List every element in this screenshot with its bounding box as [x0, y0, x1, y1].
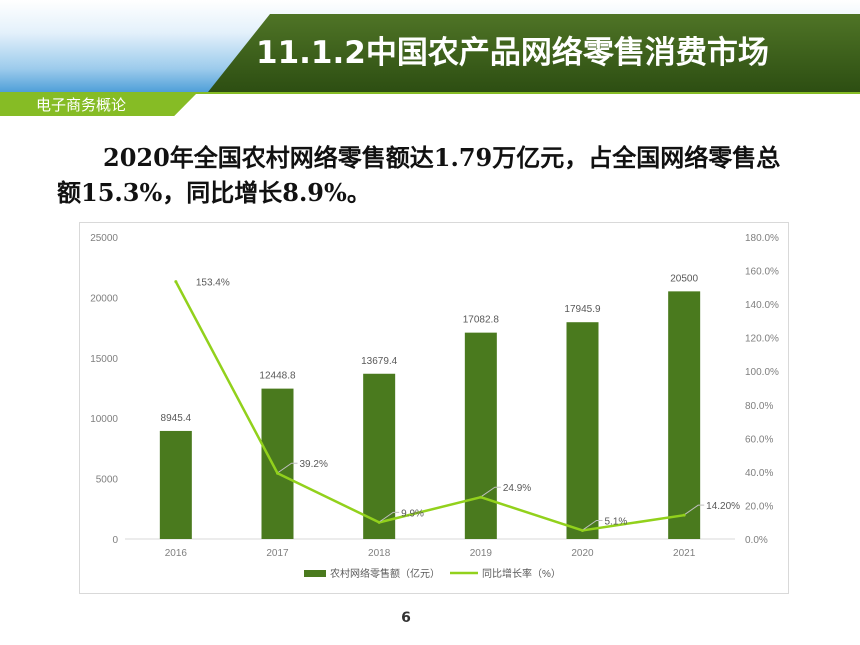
line-data-label: 5.1% [605, 516, 628, 527]
data-label-leader [481, 486, 501, 497]
growth-rate-point [682, 513, 686, 517]
bar [464, 332, 497, 539]
y-right-tick-label: 100.0% [745, 367, 779, 378]
growth-rate-point [581, 528, 584, 532]
bar-data-label: 20500 [670, 273, 698, 284]
y-right-tick-label: 40.0% [745, 468, 773, 479]
y-right-tick-label: 160.0% [745, 267, 779, 278]
data-label-leader [583, 519, 603, 530]
combo-chart: 0 5000 10000 15000 20000 25000 0.0% 20.0% 40.0% 6… [90, 233, 779, 580]
slide-title: 11.1.2中国农产品网络零售消费市场 [256, 35, 769, 71]
y-left-tick-label: 15000 [90, 354, 118, 365]
line-data-label: 153.4% [196, 278, 230, 289]
line-data-label: 9.9% [401, 508, 424, 519]
x-tick-label: 2020 [571, 548, 594, 559]
bar-data-label: 17945.9 [564, 304, 601, 315]
x-tick-label: 2017 [266, 548, 289, 559]
x-tick-label: 2016 [165, 548, 188, 559]
subtitle-bar [0, 92, 198, 116]
y-right-tick-label: 20.0% [745, 501, 773, 512]
x-tick-label: 2019 [470, 548, 493, 559]
x-tick-label: 2021 [673, 548, 696, 559]
bar [261, 388, 294, 539]
chart-frame: 0 5000 10000 15000 20000 25000 0.0% 20.0% 40.0% 6… [79, 222, 789, 594]
y-right-tick-label: 140.0% [745, 300, 779, 311]
growth-rate-point [377, 520, 381, 524]
growth-rate-point [276, 471, 279, 475]
title-band [208, 14, 860, 92]
line-data-label: 39.2% [300, 459, 328, 470]
y-left-tick-label: 20000 [90, 293, 118, 304]
bar-data-label: 13679.4 [361, 356, 398, 367]
growth-rate-line [174, 281, 685, 532]
bar-data-label: 8945.4 [161, 413, 192, 424]
y-left-tick-label: 5000 [96, 475, 119, 486]
legend-bar-swatch [304, 570, 326, 577]
y-left-tick-label: 0 [112, 535, 118, 546]
y-right-tick-label: 0.0% [745, 535, 768, 546]
x-tick-label: 2018 [368, 548, 391, 559]
bar [566, 322, 599, 539]
y-right-tick-label: 80.0% [745, 401, 773, 412]
data-label-leader [278, 462, 298, 473]
bar-data-label: 17082.8 [463, 315, 500, 326]
bar-data-label: 12448.8 [259, 371, 296, 382]
page-number: 6 [401, 610, 411, 626]
subtitle-rule [190, 92, 860, 94]
y-right-tick-label: 120.0% [745, 334, 779, 345]
slide-subtitle: 电子商务概论 [36, 96, 127, 114]
summary-paragraph: 2020年全国农村网络零售额达1.79万亿元，占全国网络零售总额15.3%，同比… [57, 143, 781, 207]
y-right-tick-label: 60.0% [745, 434, 773, 445]
legend-line-label: 同比增长率（%） [482, 567, 561, 580]
growth-rate-point [479, 495, 483, 499]
data-label-leader [379, 511, 400, 522]
y-left-tick-label: 10000 [90, 414, 118, 425]
data-label-leader [684, 504, 705, 515]
legend-bar-label: 农村网络零售额（亿元） [330, 567, 440, 580]
growth-rate-point [174, 280, 178, 284]
y-right-tick-label: 180.0% [745, 233, 779, 244]
line-data-label: 14.20% [706, 501, 740, 512]
bar [668, 291, 701, 539]
bar [363, 373, 396, 539]
bar [159, 430, 192, 539]
y-left-tick-label: 25000 [90, 233, 118, 244]
line-data-label: 24.9% [503, 483, 531, 494]
